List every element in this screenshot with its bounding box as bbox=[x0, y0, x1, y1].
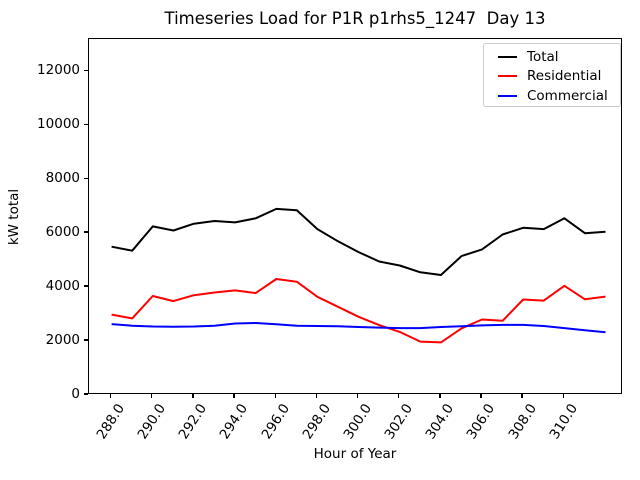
legend-label: Total bbox=[527, 48, 559, 65]
x-tick-mark bbox=[151, 394, 153, 398]
legend-item-residential: Residential bbox=[484, 67, 620, 87]
x-tick-label: 292.0 bbox=[175, 401, 211, 443]
y-tick-label: 12000 bbox=[37, 61, 80, 78]
y-tick-mark bbox=[84, 339, 88, 341]
x-tick-mark bbox=[274, 394, 276, 398]
y-tick-label: 8000 bbox=[45, 169, 80, 186]
legend-line-sample bbox=[498, 94, 517, 97]
x-tick-label: 310.0 bbox=[546, 401, 581, 443]
x-tick-label: 296.0 bbox=[258, 401, 293, 443]
x-axis-label: Hour of Year bbox=[313, 446, 397, 462]
legend-line-sample bbox=[498, 75, 517, 78]
y-tick-mark bbox=[84, 177, 88, 179]
y-tick-label: 2000 bbox=[45, 331, 80, 348]
legend-label: Residential bbox=[527, 68, 602, 85]
y-tick-mark bbox=[84, 393, 88, 395]
y-tick-label: 0 bbox=[71, 385, 80, 402]
y-tick-mark bbox=[84, 285, 88, 287]
x-tick-label: 290.0 bbox=[134, 401, 170, 443]
data-lines bbox=[111, 207, 606, 344]
x-tick-mark bbox=[356, 394, 359, 398]
legend-label: Commercial bbox=[527, 87, 608, 104]
x-tick-label: 288.0 bbox=[93, 401, 129, 443]
x-tick-label: 302.0 bbox=[381, 401, 417, 443]
legend-line-sample bbox=[498, 55, 517, 58]
x-tick-mark bbox=[521, 394, 523, 398]
x-tick-label: 304.0 bbox=[422, 401, 458, 443]
x-tick-mark bbox=[439, 394, 441, 398]
legend-item-commercial: Commercial bbox=[484, 86, 620, 106]
y-tick-label: 6000 bbox=[45, 223, 80, 240]
x-tick-label: 308.0 bbox=[505, 401, 540, 443]
y-tick-label: 10000 bbox=[37, 115, 80, 132]
y-tick-mark bbox=[84, 69, 88, 72]
legend: Total Residential Commercial bbox=[483, 43, 621, 107]
x-tick-label: 306.0 bbox=[463, 401, 499, 443]
line-commercial bbox=[111, 322, 606, 334]
line-residential bbox=[111, 278, 606, 344]
x-tick-label: 294.0 bbox=[217, 401, 252, 443]
x-tick-mark bbox=[480, 394, 482, 398]
x-tick-label: 300.0 bbox=[340, 401, 375, 443]
x-tick-mark bbox=[192, 394, 194, 398]
y-tick-mark bbox=[84, 123, 88, 125]
x-tick-mark bbox=[233, 394, 235, 398]
x-tick-mark bbox=[109, 394, 112, 398]
y-tick-label: 4000 bbox=[45, 277, 80, 294]
x-tick-mark bbox=[398, 394, 400, 398]
x-tick-label: 298.0 bbox=[299, 401, 334, 443]
x-tick-mark bbox=[315, 394, 318, 398]
chart-title: Timeseries Load for P1R p1rhs5_1247 Day … bbox=[164, 9, 546, 28]
y-tick-mark bbox=[84, 231, 88, 233]
legend-item-total: Total bbox=[484, 47, 620, 67]
line-total bbox=[111, 207, 606, 276]
x-tick-mark bbox=[562, 394, 565, 398]
